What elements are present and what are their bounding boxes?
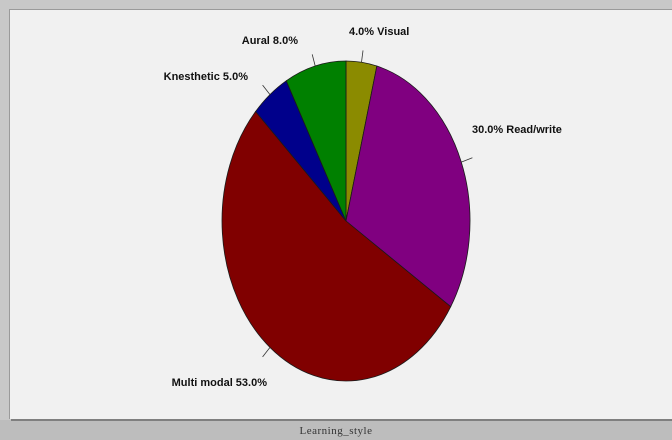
pie-slice-aural bbox=[285, 60, 347, 222]
pie-slices bbox=[221, 60, 471, 382]
leader-line bbox=[262, 84, 271, 95]
leader-lines bbox=[262, 50, 473, 358]
slice-label: 4.0% Visual bbox=[349, 26, 409, 38]
chart-caption: Learning_style bbox=[299, 425, 373, 437]
slice-label: Multi modal 53.0% bbox=[172, 377, 268, 389]
pie-slice-read-write bbox=[345, 65, 471, 308]
slice-label: Aural 8.0% bbox=[242, 35, 298, 47]
pie-slice-multi-modal bbox=[221, 110, 452, 382]
slice-label: Knesthetic 5.0% bbox=[164, 71, 249, 83]
leader-line bbox=[461, 157, 473, 163]
slice-labels: 4.0% Visual 30.0% Read/write Multi modal 5… bbox=[164, 26, 562, 389]
leader-line bbox=[262, 347, 271, 358]
bottom-bar bbox=[0, 420, 672, 440]
slice-label: 30.0% Read/write bbox=[472, 124, 562, 136]
leader-line bbox=[311, 54, 316, 67]
leader-line bbox=[361, 50, 364, 63]
